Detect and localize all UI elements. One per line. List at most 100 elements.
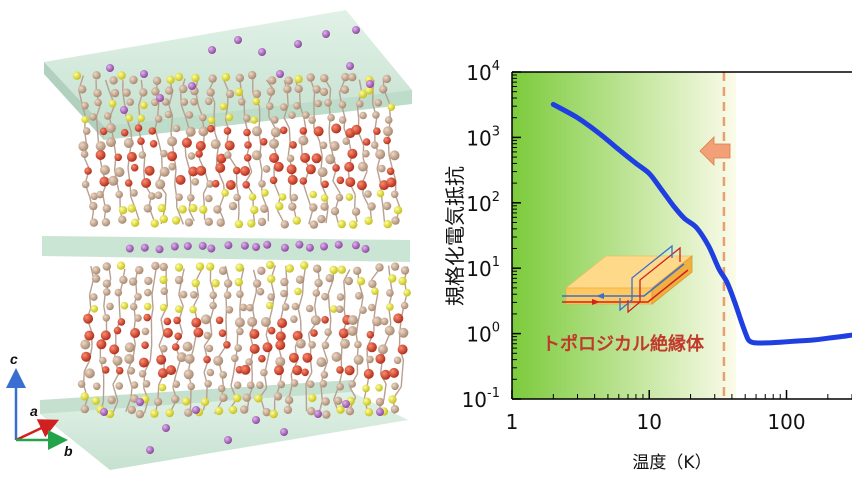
atom <box>321 292 329 301</box>
atom <box>223 341 231 349</box>
atom <box>211 279 220 288</box>
bond <box>185 156 191 171</box>
atom <box>184 218 194 227</box>
bond <box>308 210 314 225</box>
atom <box>103 288 111 296</box>
atom <box>283 405 293 414</box>
atom <box>140 70 148 78</box>
atom <box>156 94 164 102</box>
atom <box>173 316 181 325</box>
atom <box>240 364 251 375</box>
atom <box>349 220 358 229</box>
atom <box>176 352 187 363</box>
x-tick-label: 100 <box>767 410 805 434</box>
atom <box>167 136 178 147</box>
atom <box>327 113 335 122</box>
atom <box>148 127 157 135</box>
atom <box>391 216 400 225</box>
atom <box>356 100 364 108</box>
atom <box>114 288 123 297</box>
atom <box>342 400 350 408</box>
atom <box>128 277 138 286</box>
atom <box>225 306 234 314</box>
atom <box>78 85 87 94</box>
atom <box>372 111 380 119</box>
atom <box>154 191 163 200</box>
atom <box>308 341 316 349</box>
atom <box>168 162 177 171</box>
atom <box>292 365 303 376</box>
atom <box>309 220 319 229</box>
atom <box>171 343 180 351</box>
atom <box>242 181 250 189</box>
atom <box>382 74 392 84</box>
atom <box>207 244 216 253</box>
x-tick-label: 1 <box>506 410 519 434</box>
axis-c-label: c <box>10 351 18 367</box>
atom <box>375 149 386 160</box>
atom <box>291 302 300 311</box>
atom <box>302 111 310 119</box>
atom <box>275 356 286 367</box>
atom <box>268 76 277 85</box>
bond <box>283 117 290 129</box>
atom <box>309 190 318 199</box>
atom <box>163 317 172 326</box>
atom <box>191 317 202 328</box>
topological-region-label: トポロジカル絶縁体 <box>542 333 705 355</box>
atom <box>351 207 361 216</box>
atom <box>81 115 89 124</box>
atom <box>185 126 196 137</box>
atom <box>162 327 173 338</box>
atom <box>275 331 286 342</box>
bond <box>158 333 165 346</box>
atom <box>334 396 343 405</box>
bond <box>297 309 302 320</box>
atom <box>213 355 224 366</box>
resistance-curve <box>550 101 852 346</box>
atom <box>225 89 235 99</box>
atom <box>215 316 224 325</box>
atom <box>338 328 349 339</box>
atom <box>139 88 148 97</box>
atom <box>166 75 175 85</box>
atom <box>195 262 205 271</box>
atom <box>225 180 236 190</box>
atom <box>309 203 318 212</box>
atom <box>135 410 145 419</box>
atom <box>157 368 168 379</box>
atom <box>231 354 239 363</box>
atom <box>388 274 397 283</box>
atom <box>247 316 258 327</box>
atom <box>365 86 374 95</box>
atom <box>294 74 303 84</box>
atom <box>164 110 173 119</box>
atom <box>362 384 370 393</box>
atom <box>188 82 196 90</box>
atom <box>260 317 271 327</box>
atom <box>167 151 178 162</box>
atom <box>209 301 217 310</box>
atom <box>198 241 207 250</box>
atom <box>280 243 289 252</box>
bond <box>328 130 331 142</box>
bond <box>273 183 281 198</box>
atom <box>288 202 297 211</box>
atom <box>317 214 326 224</box>
atom <box>206 88 215 97</box>
atom <box>400 301 409 310</box>
atom <box>224 436 232 444</box>
atom <box>181 397 191 406</box>
atom <box>331 123 342 134</box>
atom <box>236 327 244 336</box>
bond <box>245 171 253 183</box>
atom <box>102 204 112 213</box>
atom <box>336 176 345 185</box>
atom <box>336 305 344 314</box>
atom <box>388 395 397 404</box>
bond <box>151 279 155 295</box>
atom <box>117 71 126 80</box>
atom <box>143 313 151 322</box>
atom <box>81 101 89 110</box>
